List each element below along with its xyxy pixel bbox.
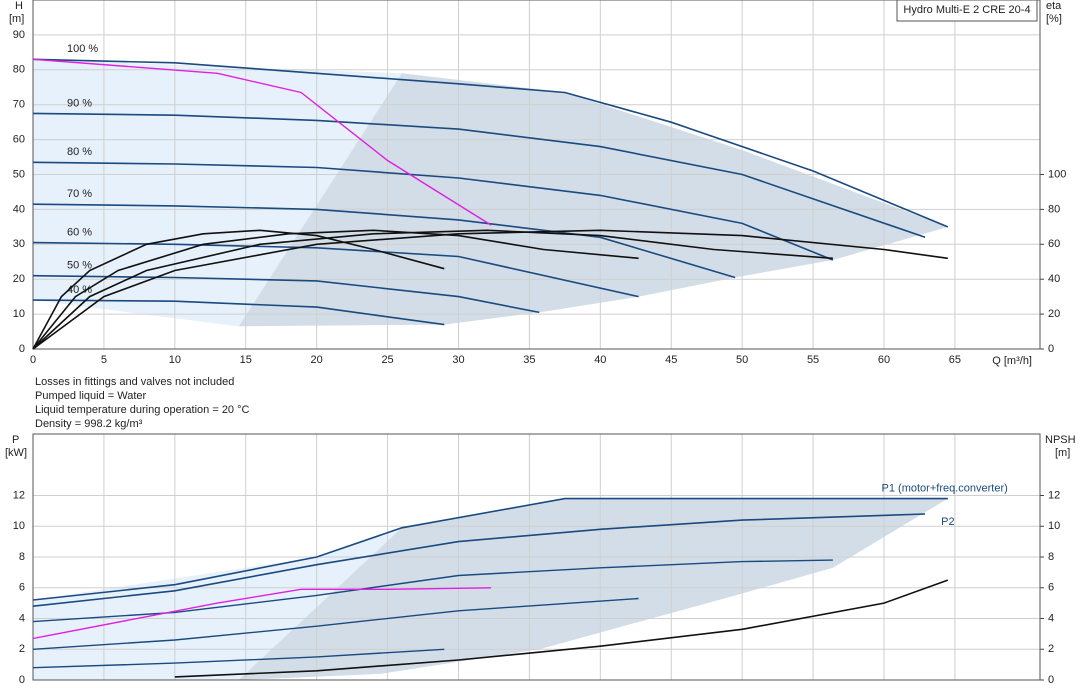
curve (32, 274, 540, 314)
curve (32, 229, 639, 350)
curve (32, 203, 736, 279)
series-label: P2 (941, 516, 954, 528)
y2-tick-label: 4 (1048, 612, 1054, 624)
x-tick-label: 55 (807, 354, 819, 366)
legend-title: Hydro Multi-E 2 CRE 20-4 (903, 4, 1030, 16)
x-tick-label: 0 (30, 354, 36, 366)
x-tick-label: 65 (949, 354, 961, 366)
curve (32, 587, 492, 640)
y-tick-label: 40 (13, 203, 25, 215)
y2-tick-label: 80 (1048, 203, 1060, 215)
x-tick-label: 5 (101, 354, 107, 366)
plot-frame (32, 0, 1041, 350)
y2-tick-label: 6 (1048, 582, 1054, 594)
speed-label: 80 % (67, 146, 92, 158)
curve (32, 58, 492, 226)
series-label: P1 (motor+freq.converter) (882, 482, 1008, 494)
curve (32, 299, 445, 326)
y-tick-label: 8 (19, 551, 25, 563)
x-tick-label: 10 (169, 354, 181, 366)
x-tick-label: 30 (452, 354, 464, 366)
y-axis-unit: [kW] (5, 447, 27, 459)
y2-axis-title: eta (1046, 0, 1062, 12)
speed-label: 90 % (67, 97, 92, 109)
y-tick-label: 10 (13, 520, 25, 532)
speed-label: 40 % (67, 284, 92, 296)
y2-tick-label: 100 (1048, 168, 1066, 180)
y2-tick-label: 10 (1048, 520, 1060, 532)
y2-tick-label: 40 (1048, 273, 1060, 285)
x-tick-label: 40 (594, 354, 606, 366)
x-tick-label: 35 (523, 354, 535, 366)
y-tick-label: 20 (13, 273, 25, 285)
y-tick-label: 90 (13, 29, 25, 41)
y2-tick-label: 0 (1048, 343, 1054, 355)
plot-frame (32, 433, 1041, 681)
curve (32, 648, 445, 669)
y-axis-title: P (12, 434, 19, 446)
curve (32, 161, 834, 261)
y2-axis-title: NPSH (1045, 434, 1076, 446)
curve (174, 579, 949, 678)
y-tick-label: 10 (13, 308, 25, 320)
note: Liquid temperature during operation = 20… (35, 404, 250, 416)
y-tick-label: 70 (13, 99, 25, 111)
x-tick-label: 45 (665, 354, 677, 366)
x-tick-label: 20 (311, 354, 323, 366)
x-tick-label: 50 (736, 354, 748, 366)
x-axis-title: Q [m³/h] (992, 355, 1032, 367)
y-axis-title: H (15, 0, 23, 12)
note: Pumped liquid = Water (35, 390, 147, 402)
curve (32, 513, 926, 607)
y-axis-unit: [m] (9, 13, 24, 25)
curve (32, 597, 639, 650)
speed-label: 60 % (67, 226, 92, 238)
note: Losses in fittings and valves not includ… (35, 376, 234, 388)
y2-tick-label: 0 (1048, 674, 1054, 686)
y-tick-label: 4 (19, 612, 25, 624)
legend-box (896, 0, 1038, 22)
y2-axis-unit: [m] (1055, 447, 1070, 459)
curve (32, 112, 926, 239)
x-tick-label: 60 (878, 354, 890, 366)
curve (32, 559, 833, 623)
note: Density = 998.2 kg/m³ (35, 418, 143, 430)
curve (32, 229, 445, 350)
x-tick-label: 25 (381, 354, 393, 366)
y-tick-label: 2 (19, 643, 25, 655)
y2-axis-unit: [%] (1046, 13, 1062, 25)
y2-tick-label: 20 (1048, 308, 1060, 320)
y-tick-label: 0 (19, 674, 25, 686)
curve (32, 58, 949, 228)
curve (32, 229, 833, 350)
speed-label: 50 % (67, 260, 92, 272)
speed-label: 70 % (67, 188, 92, 200)
y2-tick-label: 2 (1048, 643, 1054, 655)
x-tick-label: 15 (240, 354, 252, 366)
y2-tick-label: 12 (1048, 489, 1060, 501)
y-tick-label: 60 (13, 134, 25, 146)
y-tick-label: 50 (13, 168, 25, 180)
operating-range (33, 59, 402, 327)
y2-tick-label: 60 (1048, 238, 1060, 250)
y-tick-label: 30 (13, 238, 25, 250)
operating-range (238, 73, 948, 327)
y2-tick-label: 8 (1048, 551, 1054, 563)
operating-range (238, 498, 948, 680)
y-tick-label: 80 (13, 64, 25, 76)
speed-label: 100 % (67, 43, 98, 55)
y-tick-label: 0 (19, 343, 25, 355)
curve (32, 497, 948, 601)
curve (32, 229, 948, 350)
y-tick-label: 6 (19, 582, 25, 594)
y-tick-label: 12 (13, 489, 25, 501)
curve (32, 241, 639, 298)
